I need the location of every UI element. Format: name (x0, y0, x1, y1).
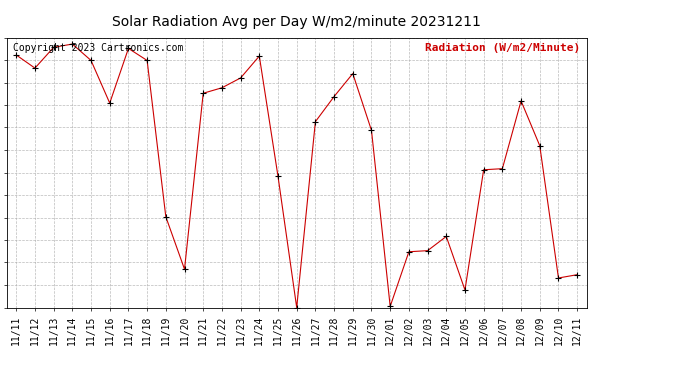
Text: Copyright 2023 Cartronics.com: Copyright 2023 Cartronics.com (12, 43, 183, 53)
Text: Solar Radiation Avg per Day W/m2/minute 20231211: Solar Radiation Avg per Day W/m2/minute … (112, 15, 481, 29)
Text: Radiation (W/m2/Minute): Radiation (W/m2/Minute) (426, 43, 581, 53)
